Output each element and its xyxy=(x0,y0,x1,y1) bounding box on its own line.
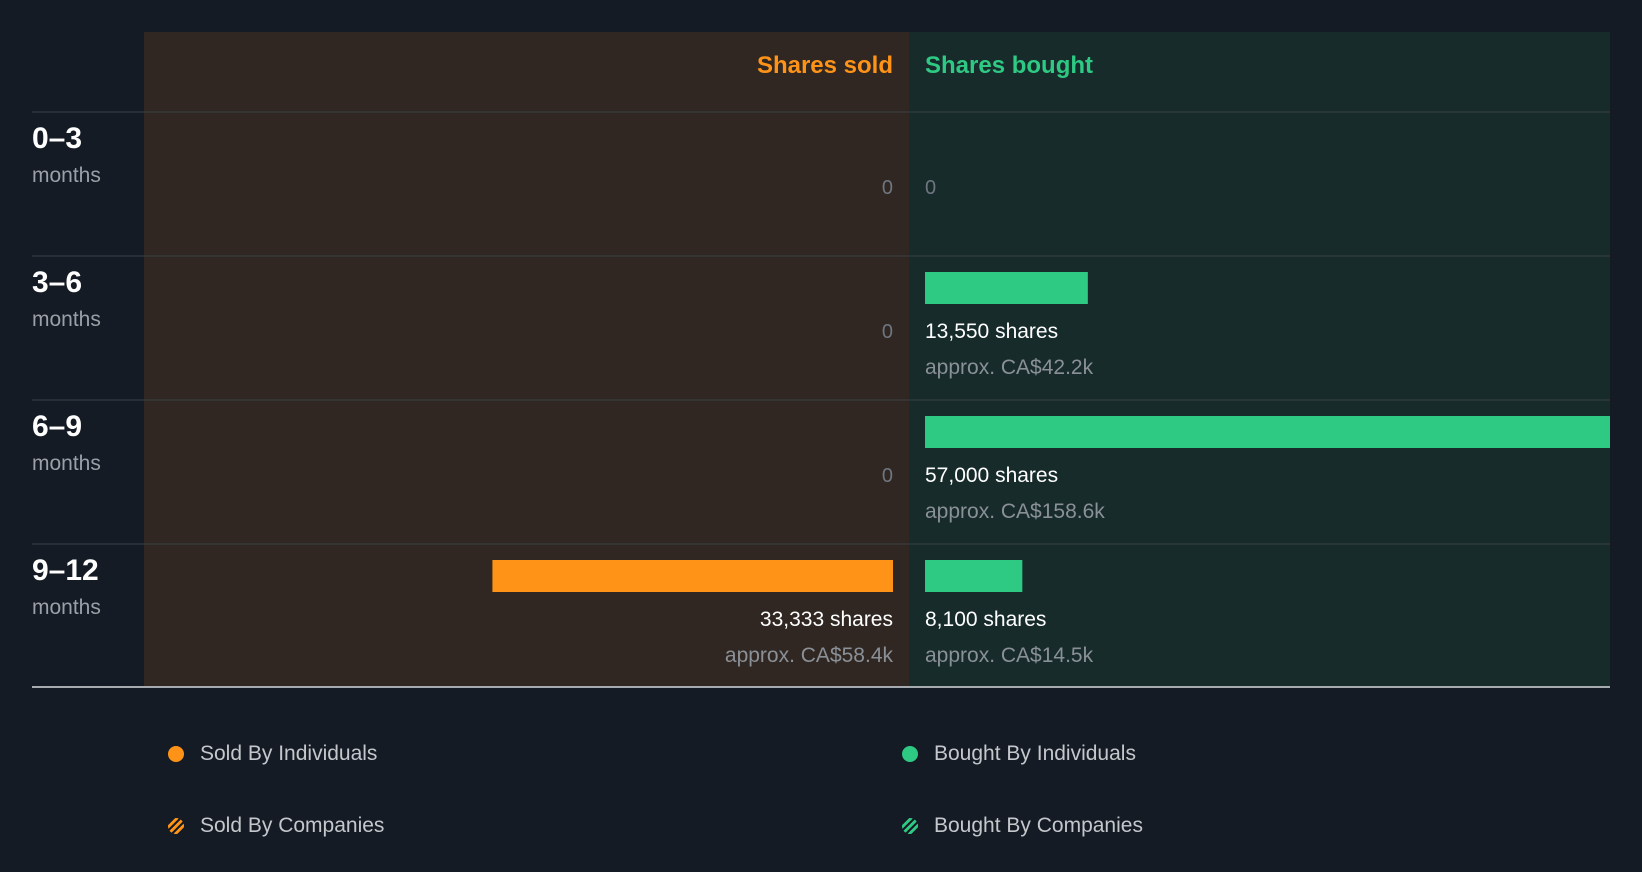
legend-sold-companies[interactable]: Sold By Companies xyxy=(168,814,384,838)
legend-label: Sold By Individuals xyxy=(200,742,378,765)
legend-label: Bought By Companies xyxy=(934,814,1143,837)
row-label-9-12: 9–12 months xyxy=(32,554,101,620)
row-label-3-6: 3–6 months xyxy=(32,266,101,332)
legend-sold-individuals[interactable]: Sold By Individuals xyxy=(168,742,377,766)
bought-value-3-6: 13,550 shares xyxy=(925,320,1059,343)
shares-sold-header: Shares sold xyxy=(756,52,893,79)
legend-bought-individuals[interactable]: Bought By Individuals xyxy=(902,742,1136,766)
legend-label: Bought By Individuals xyxy=(934,742,1136,765)
legend-dot-icon xyxy=(168,746,184,762)
sold-value-3-6: 0 xyxy=(881,321,893,343)
sold-approx-9-12: approx. CA$58.4k xyxy=(724,644,893,667)
row-unit: months xyxy=(32,308,101,331)
legend-dot-icon xyxy=(902,746,918,762)
row-range: 0–3 xyxy=(32,122,83,155)
bought-bar xyxy=(925,560,1023,592)
bought-approx-6-9: approx. CA$158.6k xyxy=(925,500,1105,523)
row-range: 6–9 xyxy=(32,410,83,443)
row-range: 3–6 xyxy=(32,266,83,299)
sold-value-0-3: 0 xyxy=(881,177,893,199)
bought-value-6-9: 57,000 shares xyxy=(925,464,1059,487)
legend-bought-companies[interactable]: Bought By Companies xyxy=(902,814,1143,838)
legend-striped-dot-icon xyxy=(168,818,184,834)
bought-value-9-12: 8,100 shares xyxy=(925,608,1047,631)
insider-trading-chart: Shares sold Shares bought 0–3 months 3–6… xyxy=(32,32,1610,688)
sold-bar xyxy=(492,560,893,592)
legend: Sold By Individuals Bought By Individual… xyxy=(0,728,1642,858)
legend-striped-dot-icon xyxy=(902,818,918,834)
bought-bar xyxy=(925,272,1088,304)
row-unit: months xyxy=(32,164,101,187)
bought-approx-3-6: approx. CA$42.2k xyxy=(925,356,1094,379)
row-range: 9–12 xyxy=(32,554,99,587)
bought-panel-background xyxy=(909,32,1610,687)
sold-value-6-9: 0 xyxy=(881,465,893,487)
sold-value-9-12: 33,333 shares xyxy=(759,608,893,631)
row-unit: months xyxy=(32,596,101,619)
row-label-0-3: 0–3 months xyxy=(32,122,101,188)
row-label-6-9: 6–9 months xyxy=(32,410,101,476)
bought-bar xyxy=(925,416,1610,448)
legend-label: Sold By Companies xyxy=(200,814,385,837)
shares-bought-header: Shares bought xyxy=(925,52,1094,79)
bought-value-0-3: 0 xyxy=(925,177,937,199)
row-unit: months xyxy=(32,452,101,475)
bought-approx-9-12: approx. CA$14.5k xyxy=(925,644,1094,667)
chart-svg xyxy=(32,32,1610,688)
